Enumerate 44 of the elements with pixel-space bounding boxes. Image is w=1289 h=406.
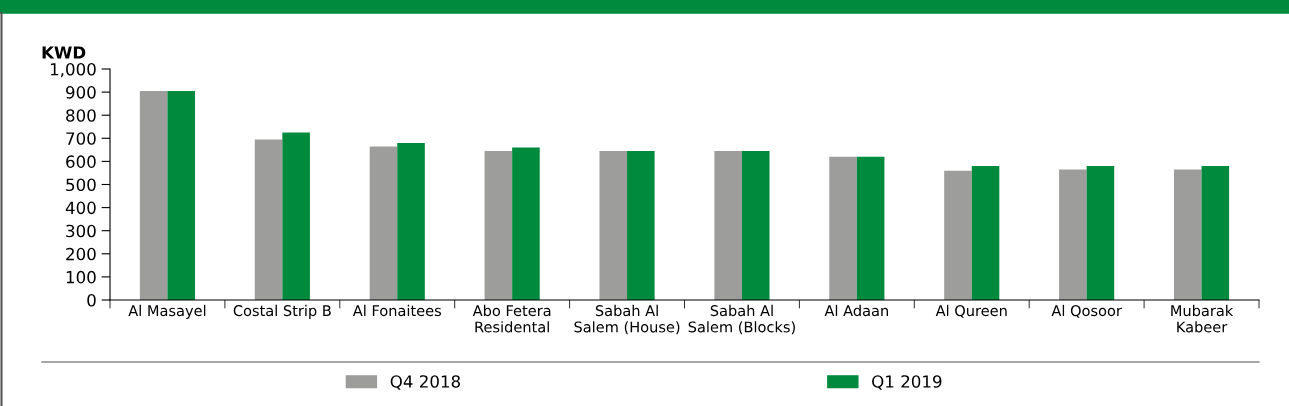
x-tick-label: Al Adaan xyxy=(824,304,888,317)
x-tick-label: Sabah Al Salem (Blocks) xyxy=(688,304,795,335)
y-tick-label: 300 xyxy=(66,224,96,238)
x-tick-label: Costal Strip B xyxy=(233,304,331,319)
bar xyxy=(829,156,857,300)
bar xyxy=(397,142,425,300)
x-tick-label: Abo Fetera Residental xyxy=(472,304,551,333)
bar xyxy=(282,132,310,300)
x-tick-label: Al Fonaitees xyxy=(352,304,442,317)
bar xyxy=(971,166,1000,300)
bar xyxy=(741,151,770,300)
x-tick-label: Mubarak Kabeer xyxy=(1171,304,1234,333)
y-axis-title: KWD xyxy=(42,46,86,59)
x-tick-label: Al Masayel xyxy=(128,304,206,319)
x-tick-label: Al Qureen xyxy=(935,304,1007,318)
y-tick-label: 700 xyxy=(66,132,96,145)
bar xyxy=(1173,169,1202,300)
legend-label: Q1 2019 xyxy=(872,375,942,390)
bar xyxy=(254,139,283,300)
y-tick-label: 500 xyxy=(66,178,96,192)
bar xyxy=(1086,166,1115,300)
bar xyxy=(856,156,885,300)
bar xyxy=(1059,169,1087,300)
bar xyxy=(944,170,972,300)
bar xyxy=(139,90,168,300)
y-tick-label: 600 xyxy=(66,155,96,168)
y-tick-label: 1,000 xyxy=(50,62,96,78)
y-tick-label: 100 xyxy=(66,270,96,284)
bar xyxy=(484,151,513,300)
bar xyxy=(1201,166,1230,300)
bar xyxy=(167,90,196,300)
bar xyxy=(369,146,398,300)
y-tick-label: 400 xyxy=(65,201,96,215)
y-tick-label: 0 xyxy=(87,293,96,307)
bar xyxy=(714,151,742,300)
y-tick-label: 200 xyxy=(66,247,96,261)
x-tick-label: Sabah Al Salem (House) xyxy=(574,304,680,335)
x-tick-label: Al Qosoor xyxy=(1051,304,1122,318)
bar xyxy=(512,147,540,300)
legend-label: Q4 2018 xyxy=(390,375,461,390)
y-tick-label: 900 xyxy=(66,86,96,99)
bar xyxy=(599,151,628,300)
bar xyxy=(627,151,655,300)
y-tick-label: 800 xyxy=(66,109,96,122)
